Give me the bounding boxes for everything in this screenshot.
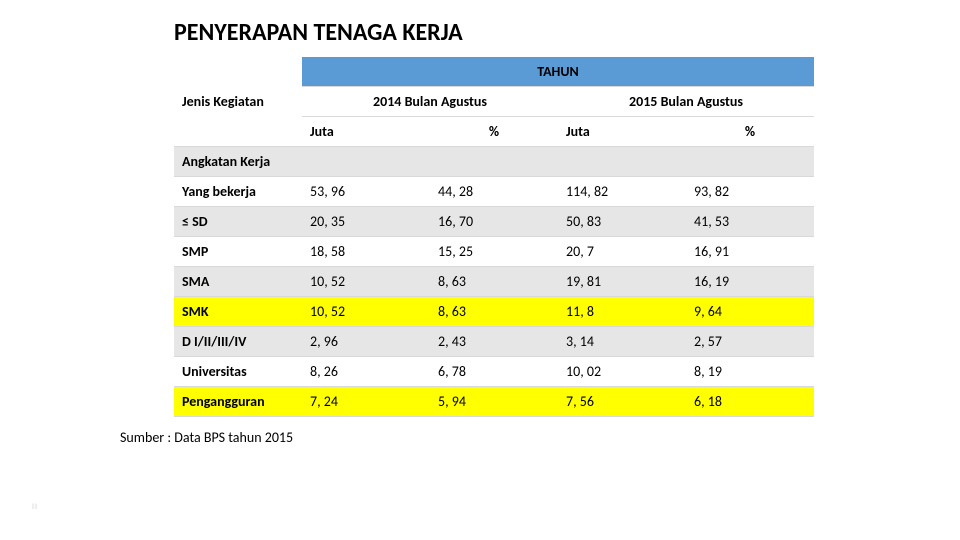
row-label: SMK (174, 297, 302, 327)
cell: 8, 63 (430, 297, 558, 327)
cell: 50, 83 (558, 207, 686, 237)
cell: 41, 53 (686, 207, 814, 237)
table-row: SMA10, 528, 6319, 8116, 19 (174, 267, 814, 297)
header-juta-2015: Juta (558, 117, 686, 147)
row-label: Angkatan Kerja (174, 147, 302, 177)
cell: 10, 52 (302, 267, 430, 297)
cell: 8, 26 (302, 357, 430, 387)
header-juta-2014: Juta (302, 117, 430, 147)
cell: 19, 81 (558, 267, 686, 297)
header-jenis-kegiatan: Jenis Kegiatan (174, 57, 302, 147)
data-table-container: Jenis Kegiatan TAHUN 2014 Bulan Agustus … (174, 57, 814, 417)
cell: 2, 57 (686, 327, 814, 357)
cell: 20, 35 (302, 207, 430, 237)
table-row: Pengangguran7, 245, 947, 566, 18 (174, 387, 814, 417)
header-2015: 2015 Bulan Agustus (558, 87, 814, 117)
cell (558, 147, 686, 177)
cell: 15, 25 (430, 237, 558, 267)
cell: 2, 96 (302, 327, 430, 357)
cell: 8, 63 (430, 267, 558, 297)
table-row: Angkatan Kerja (174, 147, 814, 177)
cell: 9, 64 (686, 297, 814, 327)
cell (430, 147, 558, 177)
header-tahun: TAHUN (302, 57, 814, 87)
table-row: SMP18, 5815, 2520, 716, 91 (174, 237, 814, 267)
slide-title: PENYERAPAN TENAGA KERJA (174, 18, 960, 47)
table-row: SMK10, 528, 6311, 89, 64 (174, 297, 814, 327)
cell: 7, 24 (302, 387, 430, 417)
header-2014: 2014 Bulan Agustus (302, 87, 558, 117)
row-label: SMA (174, 267, 302, 297)
cell (302, 147, 430, 177)
cell: 10, 02 (558, 357, 686, 387)
cell: 6, 78 (430, 357, 558, 387)
cell: 16, 19 (686, 267, 814, 297)
cell: 20, 7 (558, 237, 686, 267)
row-label: Universitas (174, 357, 302, 387)
table-row: ≤ SD20, 3516, 7050, 8341, 53 (174, 207, 814, 237)
cell: 10, 52 (302, 297, 430, 327)
cell: 44, 28 (430, 177, 558, 207)
cell: 114, 82 (558, 177, 686, 207)
header-row-tahun: Jenis Kegiatan TAHUN (174, 57, 814, 87)
row-label: ≤ SD (174, 207, 302, 237)
source-text: Sumber : Data BPS tahun 2015 (120, 429, 960, 446)
header-pct-2015: % (686, 117, 814, 147)
data-table: Jenis Kegiatan TAHUN 2014 Bulan Agustus … (174, 57, 814, 417)
row-label: SMP (174, 237, 302, 267)
cell: 16, 91 (686, 237, 814, 267)
header-pct-2014: % (430, 117, 558, 147)
cell: 11, 8 (558, 297, 686, 327)
cell (686, 147, 814, 177)
table-row: Yang bekerja53, 9644, 28114, 8293, 82 (174, 177, 814, 207)
cell: 5, 94 (430, 387, 558, 417)
cell: 16, 70 (430, 207, 558, 237)
cell: 7, 56 (558, 387, 686, 417)
cell: 3, 14 (558, 327, 686, 357)
table-row: D I/II/III/IV2, 962, 433, 142, 57 (174, 327, 814, 357)
cell: 93, 82 (686, 177, 814, 207)
cell: 8, 19 (686, 357, 814, 387)
row-label: D I/II/III/IV (174, 327, 302, 357)
table-row: Universitas8, 266, 7810, 028, 19 (174, 357, 814, 387)
cell: 53, 96 (302, 177, 430, 207)
row-label: Yang bekerja (174, 177, 302, 207)
row-label: Pengangguran (174, 387, 302, 417)
page-mark: II (32, 502, 38, 512)
cell: 2, 43 (430, 327, 558, 357)
cell: 18, 58 (302, 237, 430, 267)
cell: 6, 18 (686, 387, 814, 417)
